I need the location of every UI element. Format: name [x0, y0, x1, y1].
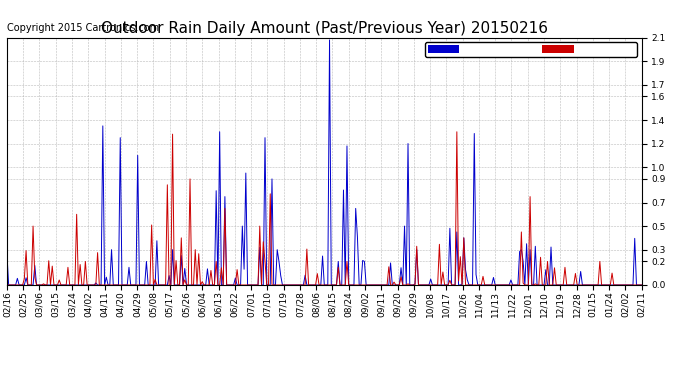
Text: Copyright 2015 Cartronics.com: Copyright 2015 Cartronics.com: [7, 22, 159, 33]
Legend: Previous (Inches), Past (Inches): Previous (Inches), Past (Inches): [425, 42, 637, 57]
Title: Outdoor Rain Daily Amount (Past/Previous Year) 20150216: Outdoor Rain Daily Amount (Past/Previous…: [101, 21, 548, 36]
